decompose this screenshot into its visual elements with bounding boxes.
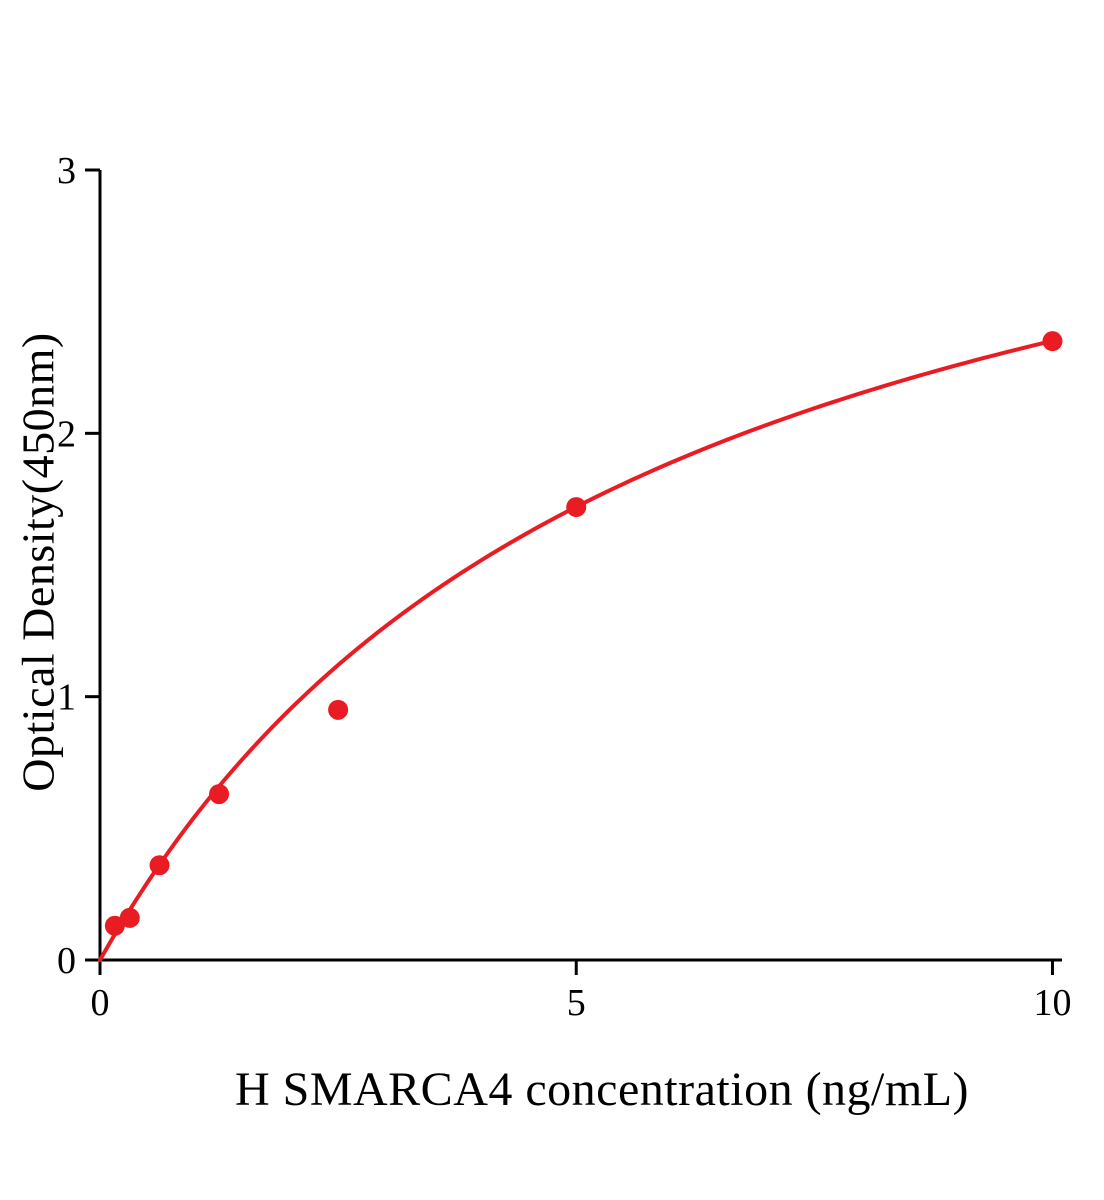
x-tick-label: 0 (91, 982, 110, 1024)
data-point (104, 915, 125, 936)
y-tick-label: 1 (57, 677, 76, 719)
y-tick-label: 0 (57, 940, 76, 982)
x-axis-label: H SMARCA4 concentration (ng/mL) (234, 1063, 970, 1116)
data-point (149, 855, 170, 876)
y-tick-label: 3 (57, 150, 76, 192)
x-tick-label: 5 (567, 982, 586, 1024)
y-axis-label: Optical Density(450nm) (12, 332, 64, 792)
data-point (119, 907, 140, 928)
data-point (1042, 331, 1063, 352)
y-tick-label: 2 (57, 413, 76, 455)
data-point (209, 784, 230, 805)
x-tick-label: 10 (1033, 982, 1071, 1024)
data-point (328, 699, 349, 720)
data-point (566, 497, 587, 518)
fit-curve (98, 338, 1055, 962)
